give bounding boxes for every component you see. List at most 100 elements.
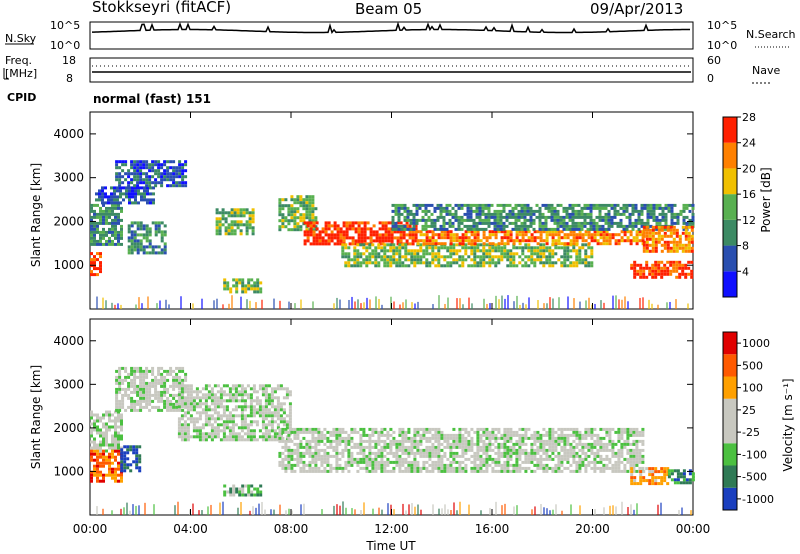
- range-time-cell: [96, 230, 99, 234]
- range-time-cell: [557, 233, 561, 237]
- range-time-cell: [660, 228, 664, 232]
- range-time-cell: [228, 387, 232, 391]
- range-time-cell: [99, 479, 102, 483]
- range-time-cell: [177, 429, 181, 433]
- range-time-cell: [120, 434, 123, 438]
- range-time-cell: [117, 230, 120, 234]
- range-time-cell: [416, 463, 420, 467]
- range-time-cell: [386, 264, 390, 268]
- range-time-cell: [131, 195, 134, 199]
- range-time-cell: [499, 221, 503, 225]
- range-time-cell: [377, 261, 381, 265]
- range-time-cell: [90, 431, 93, 435]
- range-time-cell: [635, 242, 639, 246]
- range-time-cell: [308, 445, 312, 449]
- range-time-cell: [230, 214, 234, 218]
- range-time-cell: [494, 445, 498, 449]
- range-time-cell: [682, 218, 686, 222]
- range-time-cell: [114, 425, 117, 429]
- range-time-cell: [317, 466, 321, 470]
- range-time-cell: [195, 432, 199, 436]
- range-time-cell: [243, 399, 247, 403]
- range-time-cell: [536, 246, 540, 250]
- range-time-cell: [96, 419, 99, 423]
- range-time-cell: [264, 417, 268, 421]
- range-time-cell: [114, 227, 117, 231]
- range-time-cell: [494, 427, 498, 431]
- range-time-cell: [305, 430, 309, 434]
- range-time-cell: [572, 451, 576, 455]
- range-time-cell: [545, 457, 549, 461]
- range-time-cell: [354, 227, 358, 231]
- range-time-cell: [115, 405, 119, 409]
- range-time-cell: [398, 469, 402, 473]
- range-time-cell: [399, 230, 403, 234]
- range-time-cell: [113, 195, 116, 199]
- range-time-cell: [175, 405, 179, 409]
- range-time-cell: [160, 366, 164, 370]
- range-time-cell: [530, 451, 534, 455]
- range-time-cell: [287, 204, 291, 208]
- range-time-cell: [581, 436, 585, 440]
- range-time-cell: [273, 414, 277, 418]
- range-time-cell: [497, 258, 501, 262]
- range-time-cell: [672, 260, 676, 264]
- range-time-cell: [466, 209, 470, 213]
- range-time-cell: [102, 425, 105, 429]
- range-time-cell: [584, 457, 588, 461]
- range-time-cell: [96, 467, 99, 471]
- range-time-cell: [557, 442, 561, 446]
- range-time-cell: [163, 390, 167, 394]
- range-time-cell: [371, 469, 375, 473]
- range-time-cell: [646, 209, 650, 213]
- range-time-cell: [676, 218, 680, 222]
- range-time-cell: [386, 442, 390, 446]
- range-time-cell: [488, 445, 492, 449]
- range-time-cell: [539, 454, 543, 458]
- range-time-cell: [411, 230, 415, 234]
- range-time-cell: [404, 264, 408, 268]
- range-time-cell: [527, 454, 531, 458]
- range-time-cell: [327, 221, 331, 225]
- range-time-cell: [551, 436, 555, 440]
- range-time-cell: [210, 402, 214, 406]
- range-time-cell: [163, 172, 167, 176]
- range-time-cell: [550, 227, 554, 231]
- range-time-cell: [635, 442, 639, 446]
- range-time-cell: [305, 439, 309, 443]
- range-time-cell: [114, 242, 117, 246]
- range-time-cell: [233, 211, 237, 215]
- range-time-cell: [482, 255, 486, 259]
- range-time-cell: [623, 230, 627, 234]
- range-time-cell: [99, 452, 102, 456]
- range-time-cell: [134, 192, 137, 196]
- range-time-cell: [371, 433, 375, 437]
- range-time-cell: [464, 442, 468, 446]
- range-time-cell: [219, 387, 223, 391]
- range-time-cell: [99, 419, 102, 423]
- range-time-cell: [428, 239, 432, 243]
- range-time-cell: [359, 445, 363, 449]
- range-time-cell: [320, 436, 324, 440]
- range-time-cell: [207, 396, 211, 400]
- range-time-cell: [637, 212, 641, 216]
- range-time-cell: [511, 215, 515, 219]
- range-time-cell: [348, 236, 352, 240]
- range-time-cell: [290, 427, 294, 431]
- range-time-cell: [350, 445, 354, 449]
- range-time-cell: [563, 242, 567, 246]
- range-time-cell: [350, 436, 354, 440]
- range-time-cell: [183, 432, 187, 436]
- range-time-cell: [102, 209, 105, 213]
- range-time-cell: [515, 454, 519, 458]
- range-time-cell: [422, 261, 426, 265]
- range-time-cell: [117, 419, 120, 423]
- range-time-cell: [175, 181, 179, 185]
- range-time-cell: [593, 451, 597, 455]
- range-time-cell: [201, 438, 205, 442]
- range-time-cell: [608, 436, 612, 440]
- range-time-cell: [127, 251, 131, 255]
- range-time-cell: [395, 264, 399, 268]
- range-time-cell: [308, 210, 312, 214]
- range-time-cell: [160, 172, 164, 176]
